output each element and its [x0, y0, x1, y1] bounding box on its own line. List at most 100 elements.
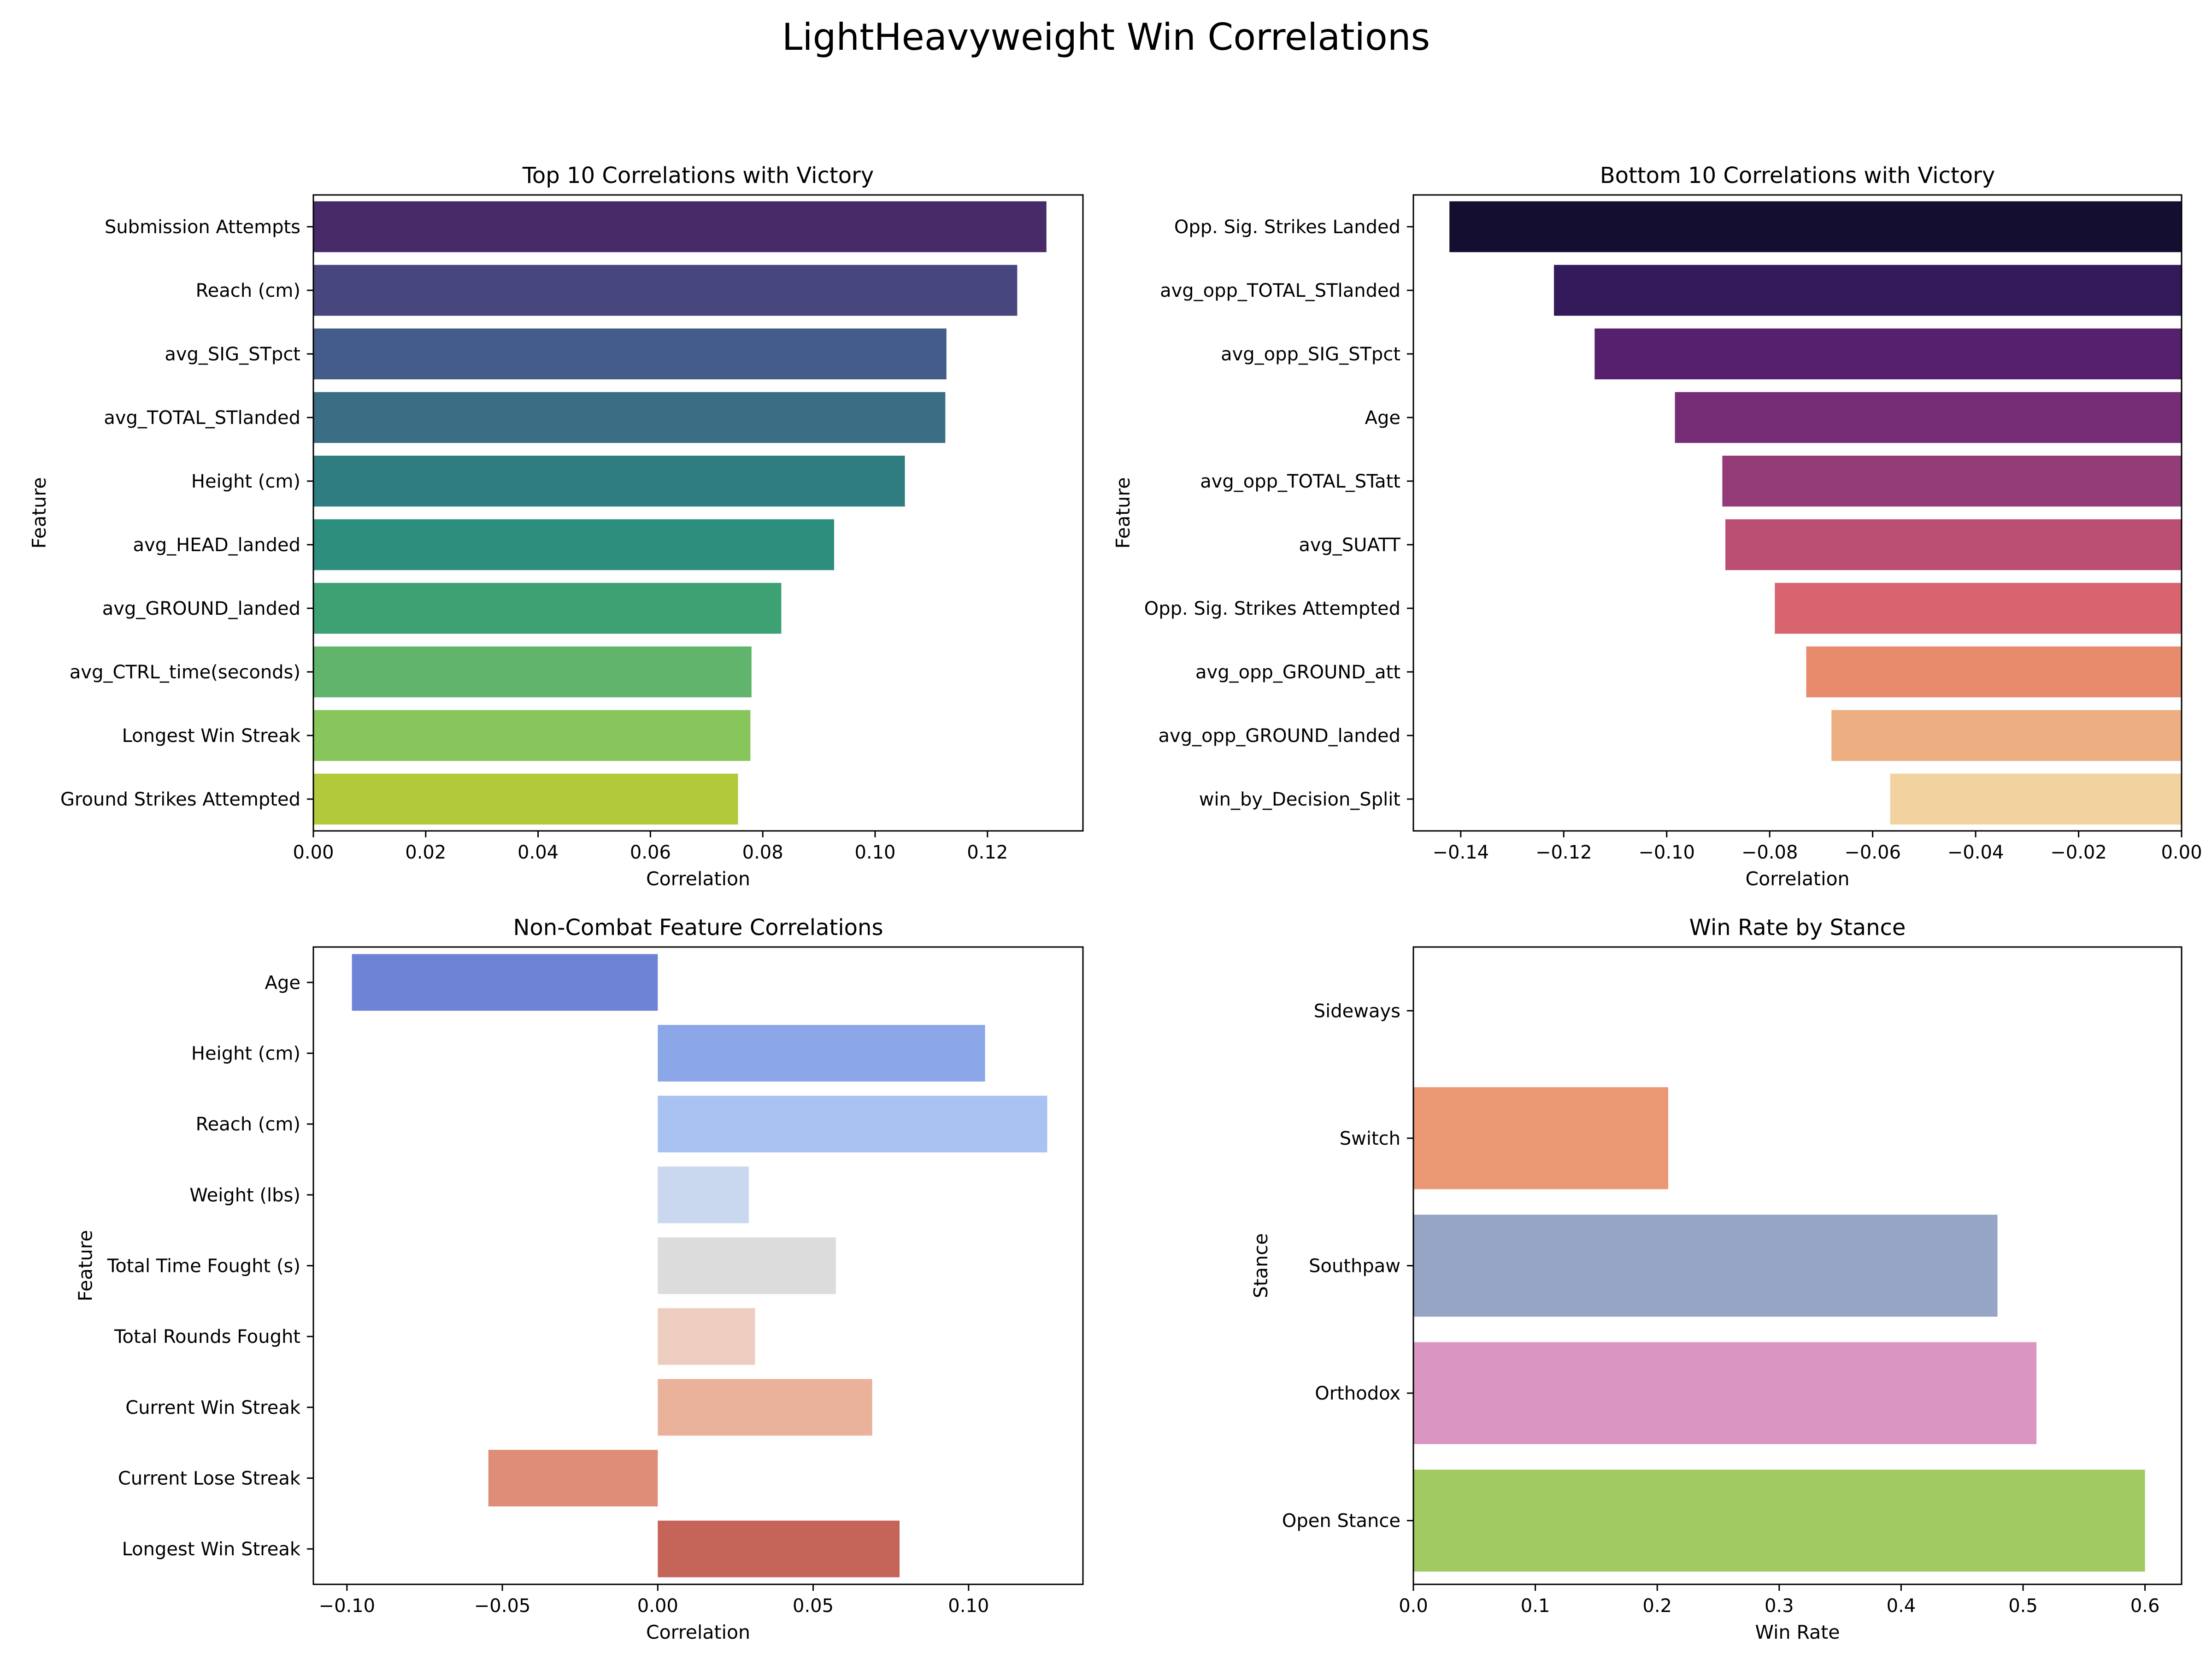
y-axis-label: Feature [1112, 477, 1134, 549]
y-tick-label: Open Stance [1282, 1511, 1400, 1532]
bar [1675, 392, 2182, 443]
x-tick-label: −0.10 [319, 1595, 376, 1617]
x-tick-label: 0.08 [742, 842, 783, 863]
x-tick-label: −0.12 [1535, 842, 1592, 863]
y-tick-label: Orthodox [1315, 1383, 1400, 1404]
y-tick-label: Height (cm) [191, 471, 300, 492]
chart-title: Bottom 10 Correlations with Victory [1600, 163, 1995, 188]
chart-panel-top-correlations: 0.00 0.02 0.04 0.06 0.08 0.10 0.12 Submission A… [28, 163, 1084, 890]
y-tick-label: avg_opp_SIG_STpct [1221, 344, 1400, 365]
y-tick-label: avg_TOTAL_STlanded [104, 407, 300, 429]
bar [1449, 201, 2182, 253]
y-tick-label: Longest Win Streak [122, 1539, 301, 1560]
x-tick-label: 0.05 [793, 1595, 834, 1617]
y-tick-label: Current Win Streak [125, 1397, 301, 1418]
y-tick-label: avg_SIG_STpct [165, 344, 300, 365]
y-tick-label: Submission Attempts [105, 217, 300, 238]
y-tick-label: Sideways [1314, 1000, 1400, 1022]
x-tick-label: 0.5 [2008, 1595, 2038, 1617]
bar [658, 1166, 749, 1224]
bar [1554, 265, 2182, 316]
y-tick-label: Longest Win Streak [122, 725, 301, 747]
x-tick-label: 0.4 [1887, 1595, 1916, 1617]
y-tick-label: avg_opp_TOTAL_STatt [1200, 471, 1400, 492]
y-tick-label: Southpaw [1309, 1256, 1400, 1277]
x-axis-label: Win Rate [1755, 1621, 1840, 1643]
y-tick-label: Reach (cm) [196, 1114, 300, 1135]
chart-title: Win Rate by Stance [1689, 915, 1906, 941]
bar [1831, 710, 2182, 761]
y-tick-label: Total Time Fought (s) [107, 1256, 300, 1277]
y-tick-label: avg_HEAD_landed [133, 535, 300, 556]
x-tick-label: 0.00 [637, 1595, 678, 1617]
bar [1775, 582, 2182, 634]
y-axis-label: Stance [1250, 1233, 1272, 1298]
x-axis-label: Correlation [646, 1621, 750, 1643]
chart-title: Non-Combat Feature Correlations [513, 915, 883, 941]
y-tick-label: Age [1365, 407, 1400, 429]
bar [313, 582, 782, 634]
x-tick-label: 0.00 [293, 842, 334, 863]
bar [1413, 1470, 2145, 1572]
figure-title: LightHeavyweight Win Correlations [782, 16, 1430, 59]
x-tick-label: −0.02 [2050, 842, 2107, 863]
bar [658, 1025, 985, 1082]
plot-frame [312, 194, 1084, 832]
bar [313, 265, 1018, 316]
y-tick-label: Age [265, 972, 300, 994]
y-tick-label: avg_opp_GROUND_att [1195, 662, 1400, 683]
x-axis-label: Correlation [1745, 868, 1849, 890]
bar [1725, 519, 2182, 571]
x-tick-label: 0.3 [1765, 1595, 1794, 1617]
x-tick-label: 0.06 [630, 842, 671, 863]
x-tick-label: 0.00 [2161, 842, 2202, 863]
bar [658, 1095, 1047, 1153]
x-tick-label: −0.04 [1947, 842, 2004, 863]
bar [658, 1237, 836, 1294]
bar [313, 646, 752, 698]
x-tick-label: 0.02 [405, 842, 446, 863]
y-tick-label: avg_CTRL_time(seconds) [70, 662, 300, 683]
bar [352, 954, 658, 1011]
chart-panel-noncombat-correlations: −0.10 −0.05 0.00 0.05 0.10 Age Height (cm) Reac… [75, 915, 1084, 1643]
chart-panel-bottom-correlations: −0.14 −0.12 −0.10 −0.08 −0.06 −0.04 −0.02 0.00 O… [1112, 163, 2202, 890]
bar [1890, 773, 2182, 825]
y-tick-label: avg_GROUND_landed [102, 598, 300, 619]
y-tick-label: avg_opp_TOTAL_STlanded [1160, 280, 1400, 301]
bar [1413, 1087, 1669, 1189]
bar [1594, 328, 2182, 380]
bar [313, 392, 946, 443]
x-tick-label: 0.0 [1399, 1595, 1428, 1617]
x-tick-label: 0.10 [854, 842, 895, 863]
bar [658, 1308, 755, 1365]
plot-frame [1412, 194, 2183, 832]
bar [1413, 1342, 2037, 1444]
x-tick-label: 0.6 [2130, 1595, 2160, 1617]
x-tick-label: 0.04 [518, 842, 559, 863]
x-tick-label: −0.06 [1844, 842, 1901, 863]
bar [313, 773, 738, 825]
bar [313, 519, 834, 571]
bar [488, 1450, 658, 1506]
y-tick-label: Total Rounds Fought [114, 1326, 300, 1347]
chart-title: Top 10 Correlations with Victory [522, 163, 874, 188]
y-tick-label: win_by_Decision_Split [1199, 789, 1400, 810]
y-tick-label: Switch [1340, 1128, 1400, 1149]
y-tick-label: Height (cm) [191, 1043, 300, 1065]
x-tick-label: 0.10 [948, 1595, 989, 1617]
y-tick-label: Current Lose Streak [118, 1468, 301, 1489]
x-axis-label: Correlation [646, 868, 750, 890]
x-tick-label: 0.2 [1642, 1595, 1672, 1617]
bar [658, 1379, 872, 1436]
x-tick-label: −0.14 [1433, 842, 1489, 863]
x-tick-label: 0.12 [967, 842, 1008, 863]
bar [313, 710, 751, 761]
bar [1722, 455, 2182, 507]
y-tick-label: Opp. Sig. Strikes Landed [1174, 217, 1400, 238]
bar [1413, 1214, 1998, 1317]
y-tick-label: Reach (cm) [196, 280, 300, 301]
x-tick-label: −0.10 [1638, 842, 1695, 863]
y-tick-label: avg_opp_GROUND_landed [1159, 725, 1400, 747]
y-axis-label: Feature [28, 477, 50, 549]
